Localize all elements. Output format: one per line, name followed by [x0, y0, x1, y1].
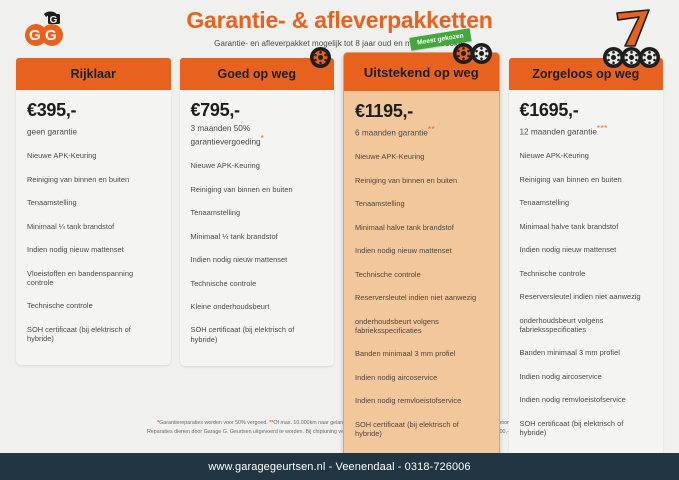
list-item: Minimaal halve tank brandstof [519, 221, 619, 231]
footnote-text-1: Garantiereparaties worden voor 50% vergo… [159, 420, 270, 426]
tire-rating-group [452, 42, 493, 65]
price-note-text: 3 maanden 50% garantievergoeding [190, 123, 261, 147]
price-note-text: geen garantie [27, 127, 78, 137]
list-item: Reserversleutel indien niet aanwezig [355, 293, 477, 303]
list-item: Technische controle [355, 269, 421, 279]
list-item: Tenaamstelling [519, 198, 570, 208]
price-note-asterisk: *** [596, 123, 608, 133]
list-item: SOH certificaat (bij elektrisch of hybri… [519, 418, 624, 437]
package-price-note: 6 maanden garantie** [355, 125, 488, 139]
package-feature-list: Nieuwe APK-Keuring Reiniging van binnen … [520, 151, 653, 437]
package-price: €1695,- [519, 100, 579, 120]
list-item: Technische controle [190, 278, 257, 288]
list-item: Minimaal ¼ tank brandstof [190, 231, 278, 241]
package-card-rijklaar[interactable]: Rijklaar €395,- geen garantie Nieuwe APK… [16, 58, 171, 366]
list-item: Minimaal ¼ tank brandstof [27, 221, 115, 231]
list-item: Tenaamstelling [27, 198, 77, 208]
package-body: €395,- geen garantie Nieuwe APK-Keuring … [16, 90, 171, 343]
package-feature-list: Nieuwe APK-Keuring Reiniging van binnen … [355, 152, 488, 438]
list-item: Kleine onderhoudsbeurt [190, 301, 270, 311]
list-item: Nieuwe APK-Keuring [190, 161, 260, 171]
tire-icon [452, 42, 475, 65]
seven-number-icon [609, 4, 657, 50]
list-item: Reiniging van binnen en buiten [519, 174, 622, 184]
svg-text:G: G [50, 15, 58, 26]
list-item: Tenaamstelling [355, 199, 405, 209]
package-feature-list: Nieuwe APK-Keuring Reiniging van binnen … [27, 151, 160, 343]
gg-logo-icon: G G G [18, 8, 74, 50]
price-note-asterisk: * [260, 133, 265, 143]
package-cards-container: Rijklaar €395,- geen garantie Nieuwe APK… [0, 28, 679, 476]
footer-contact-text: www.garagegeurtsen.nl - Veenendaal - 031… [208, 460, 471, 473]
svg-text:G: G [45, 27, 57, 44]
list-item: Indien nodig aircoservice [519, 371, 602, 381]
list-item: Indien nodig nieuw mattenset [27, 245, 124, 255]
package-price: €795,- [190, 100, 241, 120]
package-body: €1695,- 12 maanden garantie*** Nieuwe AP… [509, 90, 664, 437]
footnote-star-1: * [157, 420, 160, 426]
package-card-goed-op-weg[interactable]: Goed op weg €795,- 3 maanden 50% garanti… [179, 46, 335, 367]
list-item: Nieuwe APK-Keuring [27, 151, 97, 161]
list-item: Indien nodig nieuw mattenset [355, 246, 452, 256]
list-item: Nieuwe APK-Keuring [519, 151, 589, 161]
list-item: onderhoudsbeurt volgens fabrieksspecific… [355, 316, 439, 335]
footnote-text-2: Of max. 10.000km naar gelang het eerst v… [273, 420, 396, 426]
list-item: Indien nodig remvloeistofservice [519, 395, 626, 405]
list-item: Reserversleutel indien niet aanwezig [519, 292, 641, 302]
list-item: Vloeistoffen en bandenspanning controle [27, 268, 134, 287]
list-item: Indien nodig remvloeistofservice [355, 396, 462, 406]
list-item: Reiniging van binnen en buiten [355, 175, 458, 185]
package-card-zorgeloos-op-weg[interactable]: Zorgeloos op weg €1695,- 12 maanden gara… [508, 46, 664, 460]
package-body: €1195,- 6 maanden garantie** Nieuwe APK-… [344, 91, 499, 438]
package-body: €795,- 3 maanden 50% garantievergoeding*… [180, 90, 335, 344]
tire-icon [309, 46, 332, 69]
package-price: €395,- [27, 100, 77, 120]
svg-text:G: G [29, 27, 41, 44]
list-item: SOH certificaat (bij elektrisch of hybri… [355, 419, 459, 438]
list-item: SOH certificaat (bij elektrisch of hybri… [27, 324, 131, 344]
tire-icon [602, 46, 625, 69]
package-price-note: geen garantie [27, 124, 160, 138]
page-header: G G G Garantie- & afleverpakketten Garan… [0, 0, 679, 58]
package-price-note: 12 maanden garantie*** [520, 124, 653, 138]
list-item: Nieuwe APK-Keuring [355, 152, 425, 162]
tire-rating-group [309, 46, 332, 69]
package-card-uitstekend-op-weg[interactable]: Meest gekozen [343, 28, 500, 476]
list-item: Technische controle [519, 268, 586, 278]
package-title: Goed op weg [179, 58, 334, 90]
list-item: onderhoudsbeurt volgens fabrieksspecific… [519, 315, 604, 334]
footnote-star-2: ** [269, 420, 274, 426]
list-item: Banden minimaal 3 mm profiel [355, 349, 456, 359]
tire-icon [620, 46, 643, 69]
package-price: €1195,- [355, 101, 413, 121]
list-item: Indien nodig nieuw mattenset [190, 255, 288, 265]
list-item: Indien nodig nieuw mattenset [519, 245, 617, 255]
list-item: Tenaamstelling [190, 208, 241, 218]
tire-icon [638, 46, 661, 69]
list-item: Reiniging van binnen en buiten [27, 174, 130, 184]
price-note-text: 12 maanden garantie [519, 127, 597, 137]
page-subtitle: Garantie- en afleverpakket mogelijk tot … [214, 39, 465, 49]
price-note-text: 6 maanden garantie [355, 128, 428, 138]
list-item: Minimaal halve tank brandstof [355, 222, 454, 232]
page-title: Garantie- & afleverpakketten [186, 7, 493, 33]
package-feature-list: Nieuwe APK-Keuring Reiniging van binnen … [191, 161, 324, 344]
tire-rating-group [602, 46, 661, 69]
price-note-asterisk: ** [427, 124, 436, 134]
list-item: Indien nodig aircoservice [355, 372, 438, 382]
list-item: Reiniging van binnen en buiten [190, 184, 293, 194]
tire-icon [470, 42, 493, 65]
footer-bar: www.garagegeurtsen.nl - Veenendaal - 031… [0, 453, 679, 480]
list-item: Technische controle [27, 301, 93, 311]
package-price-note: 3 maanden 50% garantievergoeding* [191, 124, 324, 147]
list-item: SOH certificaat (bij elektrisch of hybri… [190, 325, 295, 344]
list-item: Banden minimaal 3 mm profiel [519, 348, 620, 358]
footnote-line-2: Reparaties dienen door Garage G. Geurtse… [147, 429, 532, 436]
package-title: Rijklaar [16, 58, 171, 90]
